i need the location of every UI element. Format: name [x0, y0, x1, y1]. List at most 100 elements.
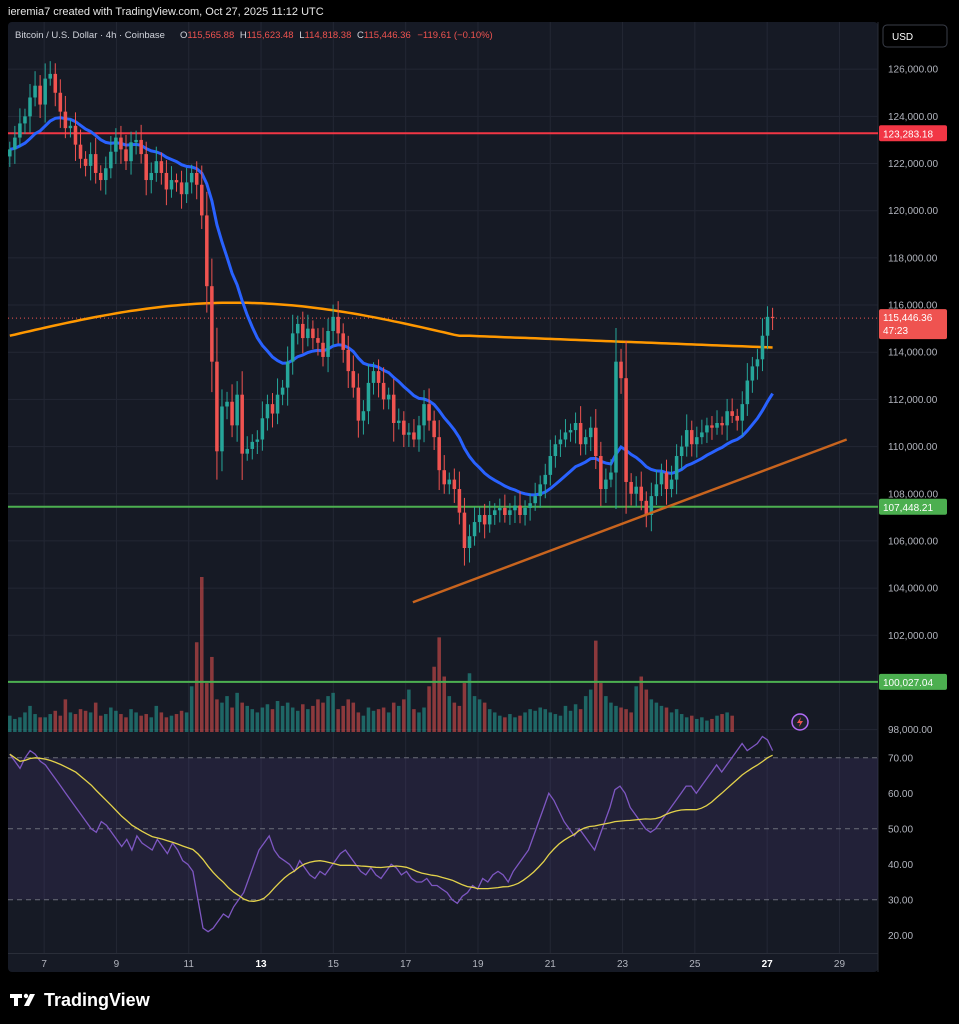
candle-body[interactable] — [326, 331, 330, 357]
lightning-icon-bolt[interactable] — [797, 717, 803, 727]
candle-body[interactable] — [467, 536, 472, 549]
candle-body[interactable] — [583, 437, 588, 445]
candle-body[interactable] — [109, 151, 113, 169]
candle-body[interactable] — [169, 180, 174, 190]
candle-body[interactable] — [508, 510, 512, 515]
candle-body[interactable] — [568, 430, 573, 433]
candle-body[interactable] — [149, 172, 154, 181]
candle-body[interactable] — [290, 333, 295, 362]
candle-body[interactable] — [407, 432, 411, 435]
candle-body[interactable] — [715, 422, 719, 428]
candle-body[interactable] — [18, 123, 22, 138]
candle-body[interactable] — [705, 425, 709, 433]
candle-body[interactable] — [104, 168, 108, 181]
candle-body[interactable] — [689, 430, 694, 445]
candle-body[interactable] — [462, 512, 467, 549]
candle-body[interactable] — [23, 116, 27, 124]
candle-body[interactable] — [659, 472, 664, 485]
candle-body[interactable] — [558, 439, 563, 445]
chart-svg[interactable]: 98,000.00100,000.00102,000.00104,000.001… — [0, 22, 959, 974]
candle-body[interactable] — [735, 415, 739, 421]
candle-body[interactable] — [573, 422, 578, 431]
candle-body[interactable] — [346, 349, 351, 372]
time-axis[interactable]: 7 9 11 13 15 17 19 21 23 25 27 29 — [41, 959, 845, 970]
candle-body[interactable] — [179, 182, 184, 195]
candle-body[interactable] — [225, 401, 229, 407]
candle-body[interactable] — [543, 474, 548, 485]
candle-body[interactable] — [144, 154, 148, 181]
candle-body[interactable] — [83, 158, 88, 166]
candle-body[interactable] — [184, 182, 189, 195]
candle-body[interactable] — [513, 505, 517, 511]
candle-body[interactable] — [770, 316, 775, 319]
candle-body[interactable] — [210, 286, 214, 362]
candle-body[interactable] — [174, 180, 179, 183]
candle-body[interactable] — [760, 335, 765, 360]
candle-body[interactable] — [88, 154, 93, 166]
candle-body[interactable] — [533, 496, 537, 504]
candle-body[interactable] — [275, 394, 280, 414]
candle-body[interactable] — [538, 484, 542, 497]
candle-body[interactable] — [48, 73, 52, 79]
candle-body[interactable] — [644, 500, 649, 515]
candle-body[interactable] — [609, 472, 613, 480]
candle-body[interactable] — [194, 172, 199, 185]
candle-body[interactable] — [53, 73, 58, 93]
candle-body[interactable] — [720, 422, 724, 426]
candle-body[interactable] — [710, 425, 714, 428]
candle-body[interactable] — [341, 333, 345, 350]
candle-body[interactable] — [503, 507, 507, 515]
candle-body[interactable] — [422, 404, 426, 426]
candle-body[interactable] — [159, 161, 164, 173]
candle-body[interactable] — [452, 479, 457, 490]
candle-body[interactable] — [755, 359, 760, 367]
candle-body[interactable] — [498, 507, 502, 511]
candle-body[interactable] — [139, 139, 143, 155]
candle-body[interactable] — [260, 418, 265, 440]
candle-body[interactable] — [58, 92, 63, 112]
ascending-trendline[interactable] — [412, 438, 848, 604]
candle-body[interactable] — [43, 78, 47, 105]
candle-body[interactable] — [674, 456, 679, 480]
candle-body[interactable] — [124, 149, 128, 162]
candle-body[interactable] — [472, 522, 477, 537]
candle-body[interactable] — [599, 456, 603, 490]
candle-body[interactable] — [442, 470, 447, 485]
candle-body[interactable] — [250, 441, 255, 449]
candle-body[interactable] — [265, 404, 270, 419]
candle-body[interactable] — [240, 394, 244, 454]
candle-body[interactable] — [366, 382, 371, 412]
candle-body[interactable] — [295, 323, 300, 334]
candle-body[interactable] — [487, 514, 492, 525]
level-price-tag[interactable] — [879, 125, 947, 142]
candle-body[interactable] — [285, 361, 290, 388]
candle-body[interactable] — [280, 387, 285, 395]
candle-body[interactable] — [134, 139, 138, 143]
candle-body[interactable] — [63, 111, 68, 129]
candle-body[interactable] — [119, 137, 123, 150]
candle-body[interactable] — [301, 323, 305, 339]
last-price-tag[interactable] — [879, 309, 947, 340]
candle-body[interactable] — [432, 420, 436, 438]
candle-body[interactable] — [528, 503, 532, 508]
candle-body[interactable] — [619, 361, 623, 379]
candle-body[interactable] — [255, 439, 260, 442]
candle-body[interactable] — [624, 378, 628, 482]
candle-body[interactable] — [13, 137, 17, 150]
candle-body[interactable] — [417, 425, 421, 440]
candle-body[interactable] — [578, 422, 583, 445]
candle-body[interactable] — [563, 432, 568, 440]
candle-body[interactable] — [634, 486, 638, 494]
candle-body[interactable] — [492, 510, 497, 515]
candle-body[interactable] — [402, 420, 406, 435]
candle-body[interactable] — [412, 432, 416, 440]
currency-button-frame[interactable] — [882, 24, 948, 48]
candle-body[interactable] — [381, 382, 386, 400]
level-price-tag[interactable] — [879, 673, 947, 690]
candle-body[interactable] — [391, 394, 396, 423]
candle-body[interactable] — [664, 472, 669, 490]
candle-body[interactable] — [684, 430, 689, 447]
currency-button[interactable]: USD — [882, 24, 948, 48]
candle-body[interactable] — [230, 401, 234, 426]
candle-body[interactable] — [33, 85, 37, 98]
